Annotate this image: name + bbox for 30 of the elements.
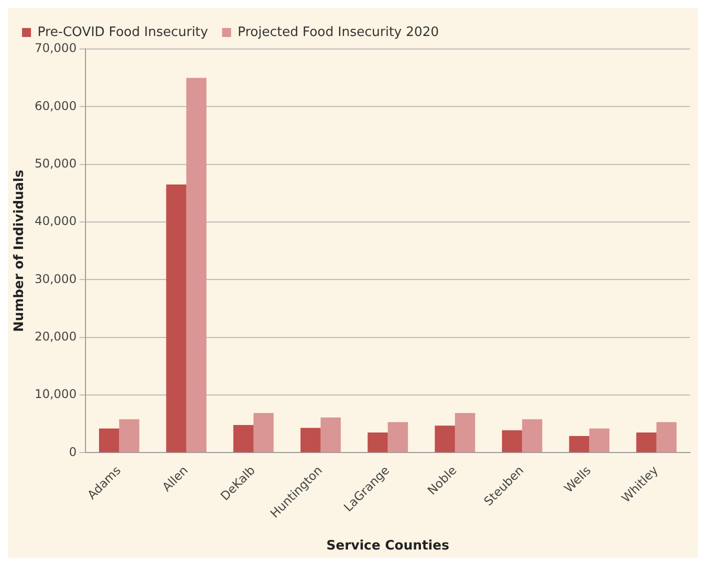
bar [522,419,542,452]
bar [589,428,610,452]
y-tick-label: 0 [68,444,77,459]
bar [119,419,140,452]
x-axis-title: Service Counties [326,538,450,554]
bar [368,432,388,452]
legend-label: Pre-COVID Food Insecurity [38,24,208,40]
legend-label: Projected Food Insecurity 2020 [238,24,439,40]
y-tick-label: 40,000 [34,214,77,228]
y-tick-label: 70,000 [34,41,77,56]
y-tick-label: 10,000 [34,387,77,402]
y-tick-label: 60,000 [34,98,77,113]
bar [233,425,254,452]
bar [434,426,455,452]
y-tick-label: 50,000 [34,156,77,170]
y-tick-label: 20,000 [34,330,77,344]
bar [656,422,677,452]
bar [300,428,321,452]
bar [99,428,120,452]
bar [388,422,408,452]
bar [454,412,476,452]
bar [569,436,590,452]
bar [166,184,186,452]
bar [636,432,656,452]
bar [186,78,206,452]
y-tick-label: 30,000 [34,272,77,286]
y-axis-title: Number of Individuals [12,170,28,332]
bar [320,418,341,452]
bar [502,430,522,452]
bar [253,412,274,452]
